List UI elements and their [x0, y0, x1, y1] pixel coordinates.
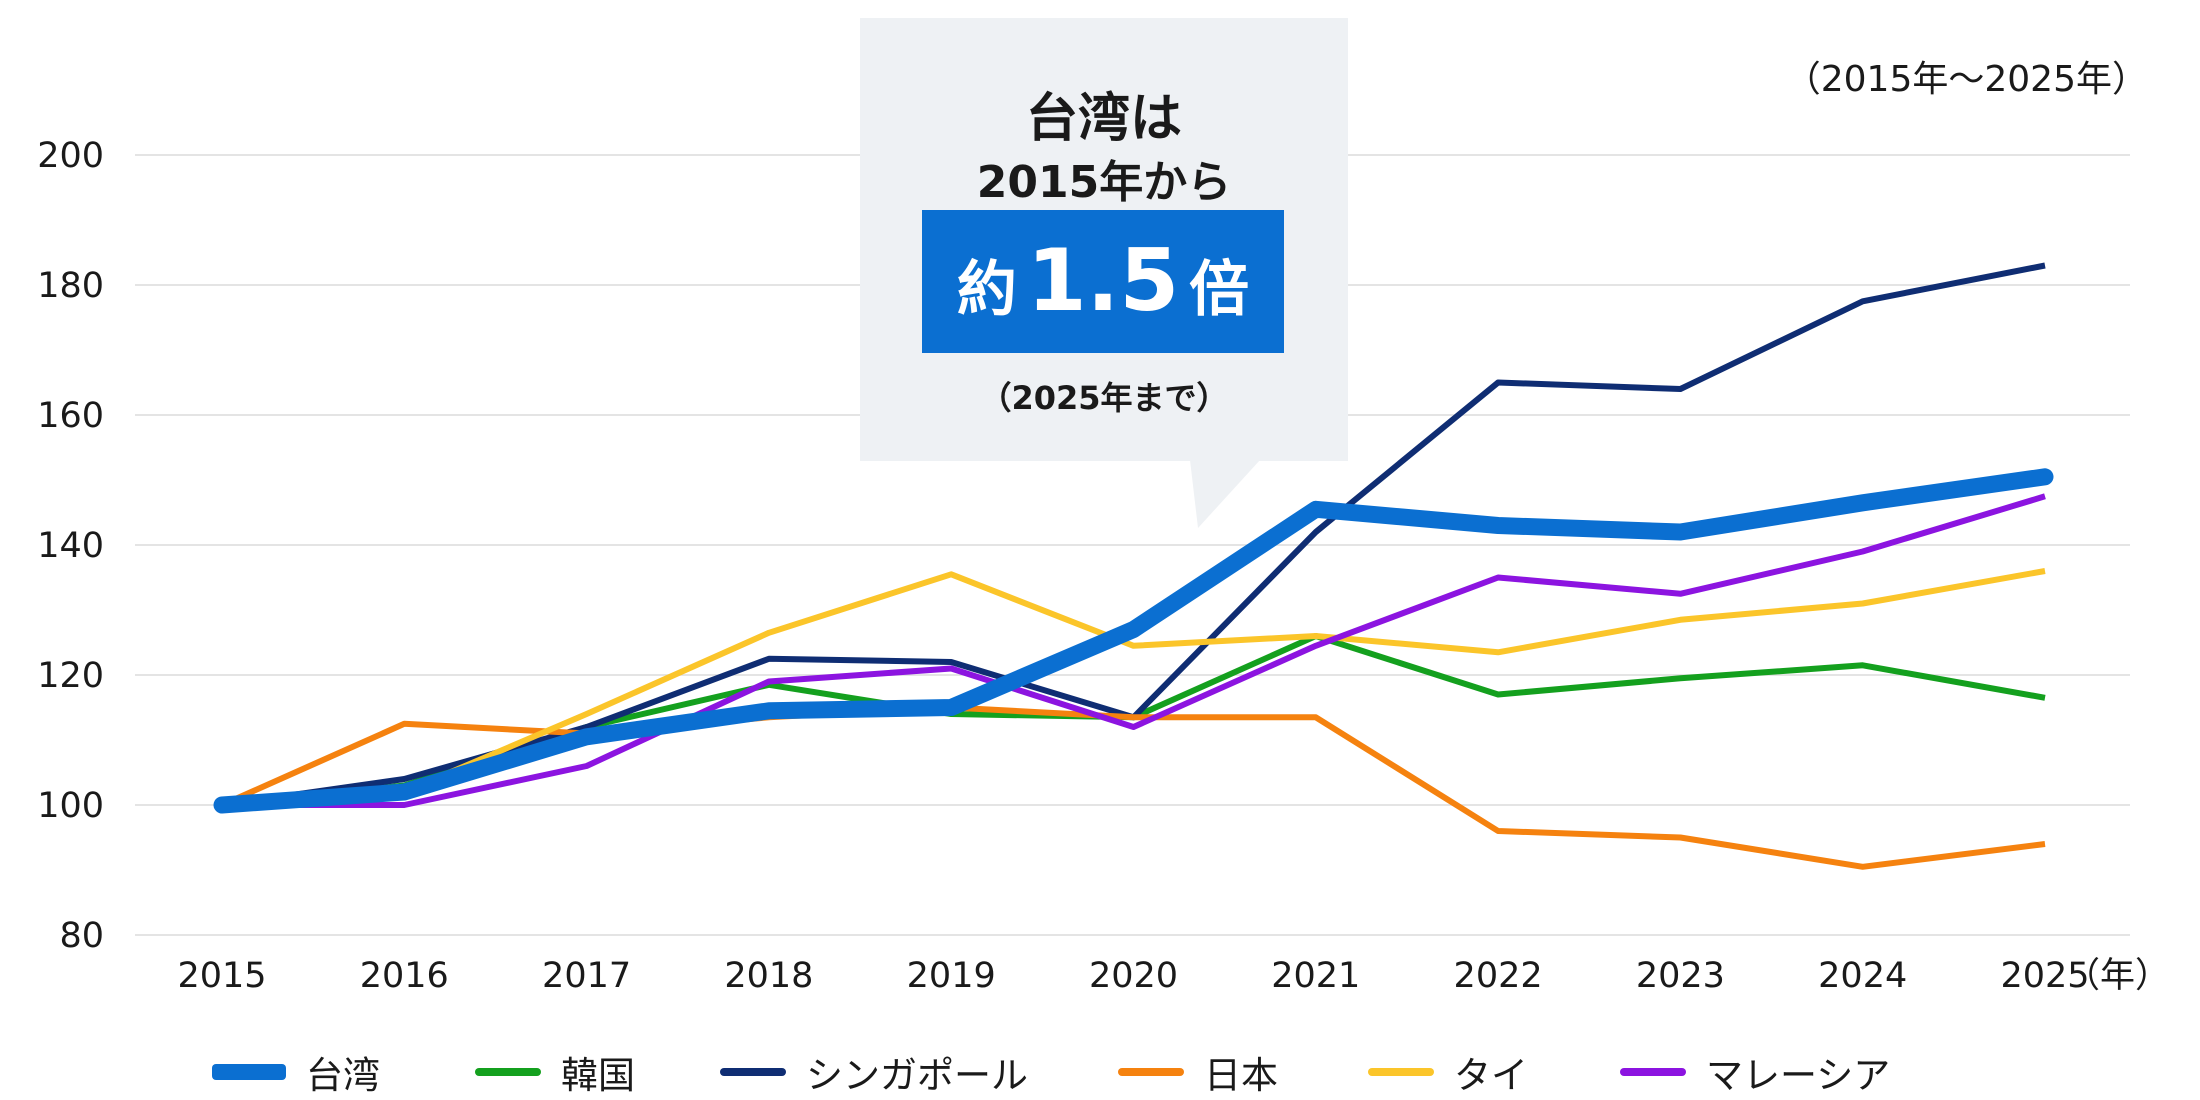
- y-tick-label: 180: [37, 266, 104, 306]
- legend-item-japan: 日本: [1118, 1045, 1278, 1099]
- callout-line-1: 台湾は: [1025, 89, 1182, 149]
- x-tick-label: 2021: [1271, 956, 1360, 996]
- series-line-5: [222, 493, 2046, 808]
- legend-swatch-thailand: [1368, 1068, 1434, 1076]
- x-axis-unit-label: （年）: [2065, 956, 2170, 996]
- series-line-4: [221, 568, 2046, 808]
- x-tick-label: 2025: [2000, 956, 2089, 996]
- y-tick-label: 140: [37, 526, 104, 566]
- callout-highlight-prefix: 約: [956, 255, 1017, 325]
- legend-label: 日本: [1204, 1054, 1278, 1097]
- x-tick-label: 2017: [542, 956, 631, 996]
- legend-item-malaysia: マレーシア: [1620, 1045, 1890, 1099]
- x-tick-label: 2016: [360, 956, 449, 996]
- legend-item-thailand: タイ: [1368, 1045, 1528, 1099]
- x-tick-label: 2019: [907, 956, 996, 996]
- legend-swatch-korea: [475, 1068, 541, 1076]
- legend-label: 台湾: [306, 1054, 380, 1097]
- x-tick-label: 2015: [177, 956, 266, 996]
- y-axis-tick-labels: 80 100 120 140 160 180 200: [37, 136, 104, 956]
- callout-highlight: 約 1.5 倍: [922, 210, 1284, 353]
- legend-label: シンガポール: [806, 1054, 1028, 1097]
- legend-swatch-singapore: [720, 1068, 786, 1076]
- annotation-callout: 台湾は 2015年から 約 1.5 倍 （2025年まで）: [860, 18, 1348, 461]
- x-tick-label: 2018: [724, 956, 813, 996]
- legend-item-korea: 韓国: [475, 1045, 635, 1099]
- series-line-1: [221, 633, 2046, 808]
- callout-pointer: [1190, 460, 1260, 528]
- x-axis-tick-labels: 2015 2016 2017 2018 2019 2020 2021 2022 2023 2024…: [177, 956, 2170, 996]
- y-tick-label: 120: [37, 656, 104, 696]
- period-note: （2015年～2025年）: [1784, 59, 2148, 100]
- x-tick-label: 2024: [1818, 956, 1907, 996]
- series-line-3: [220, 704, 2046, 870]
- legend-label: マレーシア: [1706, 1054, 1891, 1097]
- y-tick-label: 160: [37, 396, 104, 436]
- y-tick-label: 100: [37, 786, 104, 826]
- callout-line-2: 2015年から: [976, 157, 1232, 208]
- legend-swatch-taiwan: [212, 1064, 286, 1080]
- legend: 台湾 韓国 シンガポール 日本 タイ マレーシア: [212, 1045, 1890, 1099]
- x-tick-label: 2020: [1089, 956, 1178, 996]
- legend-item-singapore: シンガポール: [720, 1045, 1028, 1099]
- x-tick-label: 2023: [1636, 956, 1725, 996]
- data-series: [213, 262, 2054, 870]
- series-line-0: [213, 468, 2054, 814]
- callout-highlight-value: 1.5: [1026, 231, 1180, 331]
- legend-label: タイ: [1454, 1054, 1528, 1097]
- y-tick-label: 200: [37, 136, 104, 176]
- legend-swatch-malaysia: [1620, 1068, 1686, 1076]
- callout-note: （2025年まで）: [979, 379, 1229, 417]
- legend-label: 韓国: [561, 1054, 635, 1097]
- x-tick-label: 2022: [1454, 956, 1543, 996]
- legend-swatch-japan: [1118, 1068, 1184, 1076]
- y-tick-label: 80: [59, 916, 104, 956]
- legend-item-taiwan: 台湾: [212, 1045, 380, 1099]
- callout-highlight-suffix: 倍: [1189, 255, 1250, 325]
